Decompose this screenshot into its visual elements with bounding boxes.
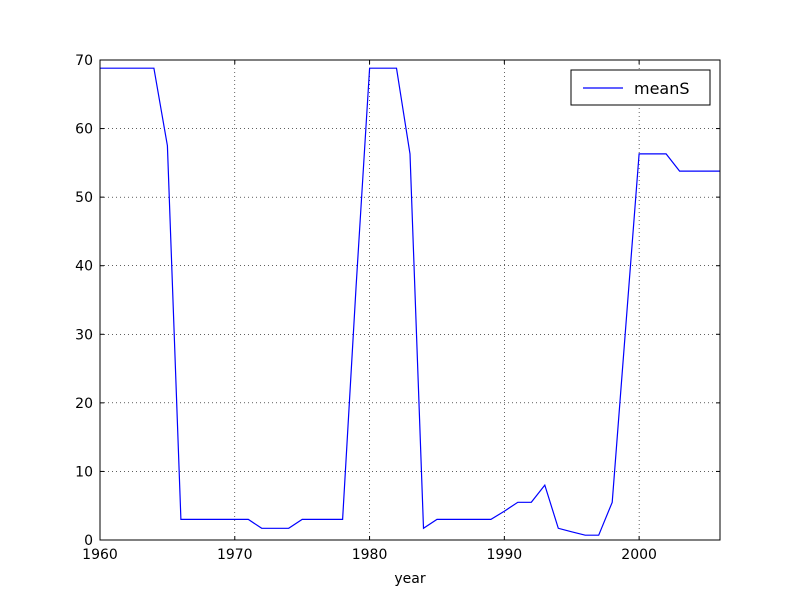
series-line-meanS: [100, 67, 720, 536]
y-tick-label: 30: [75, 327, 93, 343]
y-tick-label: 50: [75, 190, 93, 206]
y-tick-label: 10: [75, 464, 93, 480]
x-tick-label: 1990: [487, 547, 523, 563]
x-tick-label: 1960: [82, 547, 118, 563]
legend-label: meanS: [634, 79, 690, 98]
y-tick-label: 20: [75, 396, 93, 412]
x-tick-label: 1980: [352, 547, 388, 563]
y-tick-label: 40: [75, 259, 93, 275]
grid: [99, 59, 720, 541]
x-tick-label: 2000: [621, 547, 657, 563]
y-tick-label: 0: [84, 533, 93, 549]
series-layer: [100, 67, 720, 536]
x-axis-label: year: [394, 571, 425, 587]
ticks: 1960 1970 1980 1990 2000 0 10 20 30 40 50 60 70: [75, 53, 720, 563]
x-tick-label: 1970: [217, 547, 253, 563]
plot-frame: [99, 59, 721, 541]
y-tick-label: 60: [75, 122, 93, 138]
y-tick-label: 70: [75, 53, 93, 69]
legend: meanS: [570, 69, 711, 106]
